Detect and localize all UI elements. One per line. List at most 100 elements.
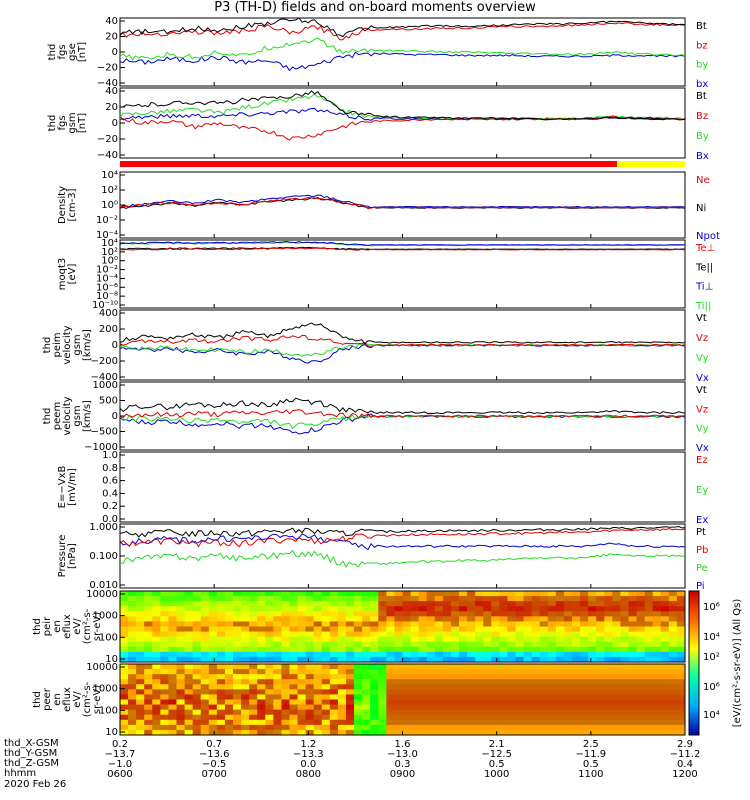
- spectrogram-cell: [515, 724, 525, 731]
- spectrogram-cell: [370, 611, 379, 617]
- spectrogram-cell: [346, 714, 355, 721]
- spectrogram-cell: [370, 719, 379, 726]
- xaxis-row-label-ygsm: thd_Y-GSM: [4, 748, 58, 759]
- spectrogram-cell: [483, 656, 492, 663]
- spectrogram-cell: [644, 724, 654, 731]
- spectrogram-cell: [136, 704, 145, 711]
- spectrogram-cell: [144, 621, 153, 627]
- spectrogram-cell: [668, 631, 678, 638]
- spectrogram-cell: [483, 684, 492, 690]
- spectrogram-cell: [588, 601, 597, 607]
- spectrogram-cell: [144, 626, 153, 633]
- spectrogram-cell: [652, 591, 662, 597]
- spectrogram-cell: [192, 729, 202, 736]
- spectrogram-cell: [660, 651, 670, 658]
- spectrogram-cell: [539, 669, 549, 675]
- spectrogram-cell: [152, 719, 161, 726]
- spectrogram-cell: [426, 699, 436, 706]
- spectrogram-cell: [499, 656, 508, 663]
- spectrogram-cell: [547, 699, 557, 706]
- spectrogram-cell: [555, 719, 565, 726]
- spectrogram-cell: [620, 694, 629, 700]
- ytick-label: 100: [99, 705, 118, 716]
- spectrogram-cell: [184, 729, 194, 736]
- spectrogram-cell: [668, 636, 678, 643]
- spectrogram-cell: [450, 689, 460, 695]
- spectrogram-cell: [257, 669, 266, 675]
- spectrogram-cell: [620, 601, 629, 607]
- spectrogram-cell: [370, 674, 379, 680]
- spectrogram-cell: [588, 636, 597, 643]
- spectrogram-cell: [337, 719, 347, 726]
- spectrogram-cell: [539, 656, 549, 663]
- spectrogram-cell: [572, 704, 581, 711]
- spectrogram-cell: [224, 646, 234, 653]
- spectrogram-cell: [620, 664, 629, 670]
- spectrogram-cell: [354, 596, 363, 602]
- spectrogram-cell: [491, 606, 500, 612]
- spectrogram-cell: [418, 719, 428, 726]
- spectrogram-cell: [467, 641, 476, 648]
- panel-frame-density: [119, 171, 686, 239]
- spectrogram-cell: [668, 669, 678, 675]
- spectrogram-cell: [281, 621, 290, 627]
- spectrogram-cell: [572, 656, 581, 663]
- spectrogram-cell: [281, 719, 290, 726]
- spectrogram-cell: [620, 646, 629, 653]
- spectrogram-cell: [249, 714, 258, 721]
- spectrogram-cell: [499, 601, 508, 607]
- spectrogram-cell: [563, 631, 573, 638]
- spectrogram-cell: [515, 616, 525, 622]
- spectrogram-cell: [539, 699, 549, 706]
- legend-bz: bz: [696, 40, 708, 51]
- spectrogram-cell: [475, 616, 484, 622]
- spectrogram-cell: [378, 724, 387, 731]
- spectrogram-cell: [434, 606, 444, 612]
- spectrogram-cell: [386, 611, 395, 617]
- spectrogram-cell: [402, 631, 412, 638]
- spectrogram-cell: [491, 704, 500, 711]
- spectrogram-cell: [386, 621, 395, 627]
- spectrogram-cell: [652, 601, 662, 607]
- legend-Ti⊥: Ti⊥: [695, 282, 713, 293]
- spectrogram-cell: [394, 664, 403, 670]
- spectrogram-cell: [588, 729, 597, 736]
- spectrogram-cell: [402, 646, 412, 653]
- spectrogram-cell: [604, 729, 613, 736]
- spectrogram-cell: [676, 656, 686, 663]
- spectrogram-cell: [596, 684, 605, 690]
- spectrogram-cell: [475, 679, 484, 685]
- spectrogram-cell: [434, 591, 444, 597]
- spectrogram-cell: [216, 596, 226, 602]
- spectrogram-cell: [426, 596, 436, 602]
- spectrogram-cell: [644, 611, 654, 617]
- spectrogram-cell: [297, 694, 307, 700]
- xtick-label-zgsm: 0.3: [395, 759, 411, 770]
- spectrogram-cell: [233, 641, 242, 648]
- spectrogram-cell: [176, 626, 186, 633]
- spectrogram-cell: [442, 724, 452, 731]
- xtick-label-ygsm: −13.7: [105, 749, 136, 760]
- spectrogram-cell: [200, 689, 210, 695]
- spectrogram-cell: [200, 656, 210, 663]
- spectrogram-cell: [499, 694, 508, 700]
- spectrogram-cell: [515, 611, 525, 617]
- spectrogram-cell: [507, 714, 516, 721]
- spectrogram-cell: [394, 714, 403, 721]
- spectrogram-cell: [676, 636, 686, 643]
- spectrogram-cell: [305, 674, 315, 680]
- spectrogram-cell: [321, 704, 331, 711]
- spectrogram-cell: [241, 621, 250, 627]
- spectrogram-cell: [128, 694, 137, 700]
- spectrogram-cell: [378, 699, 387, 706]
- spectrogram-cell: [241, 596, 250, 602]
- spectrogram-cell: [620, 724, 629, 731]
- spectrogram-cell: [612, 719, 621, 726]
- spectrogram-cell: [329, 591, 339, 597]
- spectrogram-cell: [394, 684, 403, 690]
- spectrogram-cell: [144, 611, 153, 617]
- spectrogram-cell: [354, 689, 363, 695]
- spectrogram-cell: [208, 611, 218, 617]
- spectrogram-cell: [402, 714, 412, 721]
- spectrogram-cell: [612, 651, 621, 658]
